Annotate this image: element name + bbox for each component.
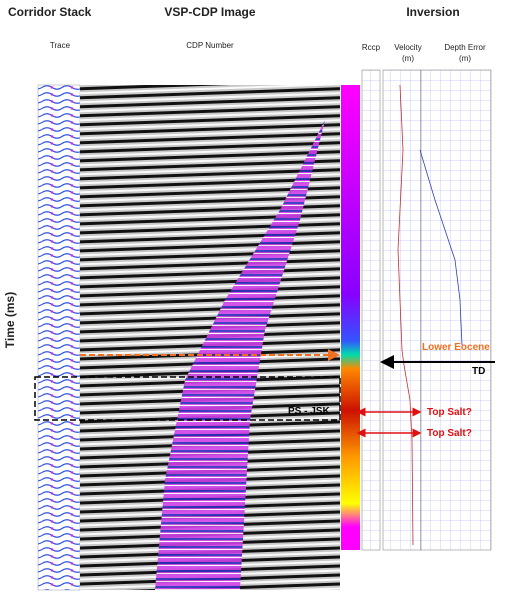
subheader: Depth Error [444,43,486,52]
annotation: Top Salt? [427,407,472,418]
header: Corridor Stack [8,5,92,19]
subheader: Trace [50,41,71,50]
annotation: Lower Eocene [422,342,490,353]
rccp-panel [361,69,381,551]
depth-error-panel [420,69,492,551]
header: VSP-CDP Image [164,5,255,19]
header: Inversion [406,5,459,19]
depth-error-curve [419,149,463,346]
subheader: Velocity [394,43,422,52]
velocity-panel [382,69,422,551]
annotation: Top Salt? [427,428,472,439]
subheader: (m) [459,54,471,63]
color-bar [341,85,360,550]
jsk-box [34,376,341,421]
axis-label: Time (ms) [3,292,17,348]
subheader: Rccp [362,43,381,52]
subheader: CDP Number [186,41,234,50]
subheader: (m) [402,54,414,63]
wedge [155,120,325,590]
annotation: TD [472,366,485,377]
corridor-stack [37,84,81,591]
annotation: PS - JSK [288,406,330,417]
